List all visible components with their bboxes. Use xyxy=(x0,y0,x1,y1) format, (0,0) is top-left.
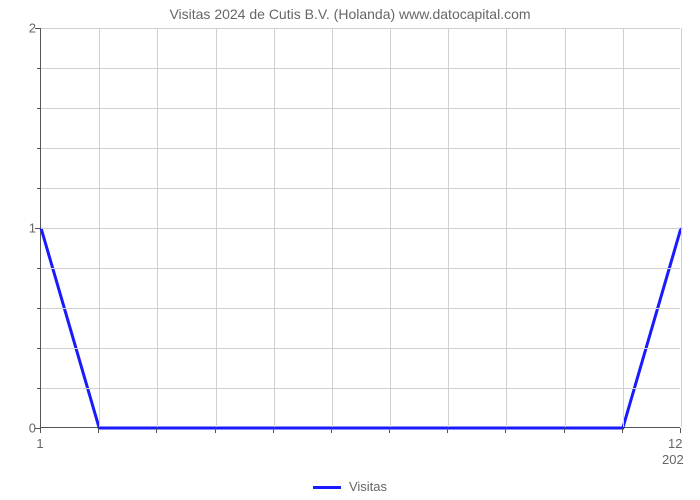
legend-label: Visitas xyxy=(349,479,387,494)
x-tick-label-right-top: 12 xyxy=(668,436,682,451)
y-tick-label: 0 xyxy=(6,421,36,436)
y-tick-label: 1 xyxy=(6,221,36,236)
x-tick-label-left: 1 xyxy=(36,436,43,451)
grid-line-vertical xyxy=(681,28,682,427)
grid-line-horizontal xyxy=(41,348,680,349)
y-tick-mark-minor xyxy=(37,108,40,109)
x-tick-mark xyxy=(156,428,157,433)
grid-line-horizontal xyxy=(41,308,680,309)
x-tick-label-right-bottom: 202 xyxy=(662,452,684,467)
grid-line-horizontal xyxy=(41,148,680,149)
y-tick-mark-minor xyxy=(37,268,40,269)
x-tick-mark xyxy=(331,428,332,433)
x-tick-mark xyxy=(215,428,216,433)
x-tick-mark xyxy=(98,428,99,433)
x-tick-mark xyxy=(505,428,506,433)
legend-line-swatch xyxy=(313,486,341,489)
x-tick-mark xyxy=(680,428,681,433)
chart-container: Visitas 2024 de Cutis B.V. (Holanda) www… xyxy=(0,0,700,500)
grid-line-horizontal xyxy=(41,28,680,29)
plot-area xyxy=(40,28,680,428)
grid-line-horizontal xyxy=(41,268,680,269)
y-tick-label: 2 xyxy=(6,21,36,36)
y-tick-mark-minor xyxy=(37,68,40,69)
grid-line-horizontal xyxy=(41,68,680,69)
x-tick-mark xyxy=(447,428,448,433)
y-tick-mark-minor xyxy=(37,388,40,389)
y-tick-mark-minor xyxy=(37,148,40,149)
legend: Visitas xyxy=(0,479,700,494)
chart-title: Visitas 2024 de Cutis B.V. (Holanda) www… xyxy=(0,6,700,22)
y-tick-mark xyxy=(35,228,40,229)
grid-line-horizontal xyxy=(41,188,680,189)
grid-line-horizontal xyxy=(41,228,680,229)
grid-line-horizontal xyxy=(41,388,680,389)
y-tick-mark-minor xyxy=(37,308,40,309)
grid-line-horizontal xyxy=(41,108,680,109)
x-tick-mark xyxy=(564,428,565,433)
x-tick-mark xyxy=(622,428,623,433)
x-tick-mark xyxy=(273,428,274,433)
x-tick-mark xyxy=(389,428,390,433)
x-tick-mark xyxy=(40,428,41,433)
y-tick-mark-minor xyxy=(37,188,40,189)
y-tick-mark-minor xyxy=(37,348,40,349)
y-tick-mark xyxy=(35,28,40,29)
